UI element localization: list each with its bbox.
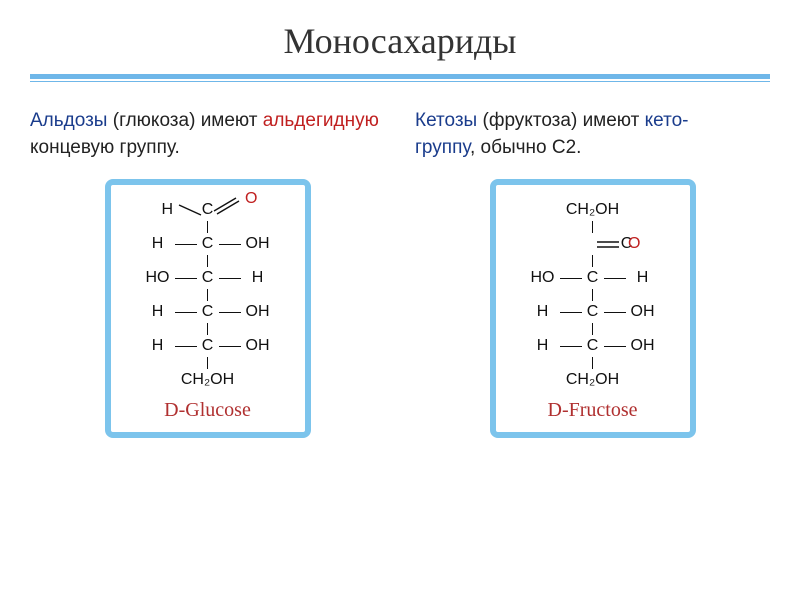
glucose-label: D-Glucose <box>141 399 275 422</box>
fructose-c3-l: HO <box>526 270 560 286</box>
glucose-label-name: -Glucose <box>179 399 251 421</box>
col-ketose: Кетозы (фруктоза) имеют кето- группу, об… <box>415 108 770 438</box>
glucose-c5-r: OH <box>241 338 275 354</box>
glucose-c4-l: H <box>141 304 175 320</box>
glucose-c3-r: H <box>241 270 275 286</box>
kw-group: группу <box>415 137 470 158</box>
ketose-paren: (фруктоза) имеют <box>477 110 644 131</box>
glucose-c2-l: H <box>141 236 175 252</box>
fructose-label: D-Fructose <box>526 399 660 422</box>
glucose-c5-l: H <box>141 338 175 354</box>
ketose-text: Кетозы (фруктоза) имеют кето- группу, об… <box>415 108 770 161</box>
glucose-c6: CH₂OH <box>181 372 234 388</box>
fructose-c1: CH₂OH <box>566 202 619 218</box>
fructose-c6: CH₂OH <box>566 372 619 388</box>
glucose-structure: H C O <box>141 199 275 391</box>
vbond <box>207 221 209 233</box>
fructose-c4-l: H <box>526 304 560 320</box>
slide: Моносахариды Альдозы (глюкоза) имеют аль… <box>0 0 800 600</box>
kw-aldehyde: альдегидную <box>263 110 379 131</box>
fructose-label-d: D <box>548 399 562 421</box>
kw-aldose: Альдозы <box>30 110 107 131</box>
glucose-c4-r: OH <box>241 304 275 320</box>
single-bond-icon <box>175 201 205 223</box>
ketose-tail: , обычно С2. <box>470 137 581 158</box>
glucose-label-d: D <box>164 399 178 421</box>
aldose-tail: концевую группу. <box>30 137 180 158</box>
double-bond-icon <box>210 195 244 219</box>
fructose-c5-l: H <box>526 338 560 354</box>
aldose-paren: (глюкоза) имеют <box>107 110 262 131</box>
fructose-c4-r: OH <box>626 304 660 320</box>
col-aldose: Альдозы (глюкоза) имеют альдегидную конц… <box>30 108 385 438</box>
fructose-c2-o: O <box>628 236 640 252</box>
slide-title: Моносахариды <box>30 20 770 62</box>
glucose-c1-o: O <box>245 191 257 207</box>
double-bond-icon <box>595 239 625 255</box>
glucose-c2-r: OH <box>241 236 275 252</box>
kw-ketose: Кетозы <box>415 110 477 131</box>
fructose-c3-r: H <box>626 270 660 286</box>
fructose-c5-r: OH <box>626 338 660 354</box>
title-rule <box>30 74 770 80</box>
glucose-panel: H C O <box>105 179 311 438</box>
fructose-label-name: -Fructose <box>562 399 638 421</box>
fructose-panel: CH₂OH C O HOCH <box>490 179 696 438</box>
fructose-structure: CH₂OH C O HOCH <box>526 199 660 391</box>
kw-keto: кето- <box>645 110 689 131</box>
aldose-text: Альдозы (глюкоза) имеют альдегидную конц… <box>30 108 385 161</box>
glucose-c3-l: HO <box>141 270 175 286</box>
columns: Альдозы (глюкоза) имеют альдегидную конц… <box>30 108 770 438</box>
glucose-c1-h: H <box>162 202 174 218</box>
